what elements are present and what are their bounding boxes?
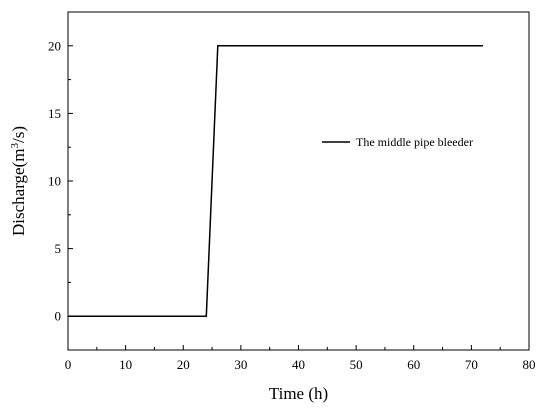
x-tick-label: 0 [65,357,72,372]
series-layer [68,45,483,317]
x-tick-label: 80 [523,357,536,372]
series-line [68,45,483,317]
x-tick-label: 40 [292,357,305,372]
x-tick-label: 70 [465,357,478,372]
y-tick-label: 15 [48,106,61,121]
y-tick-label: 20 [48,38,61,53]
x-axis-title: Time (h) [269,384,328,403]
x-axis-ticks: 0 10 20 30 40 50 60 70 80 [65,345,536,372]
plot-frame [67,11,530,351]
y-axis-title-tail: /s) [9,126,28,143]
x-tick-label: 20 [177,357,190,372]
y-tick-label: 10 [48,174,61,189]
x-tick-label: 30 [234,357,247,372]
y-axis-title: Discharge(m3/s) [9,126,28,236]
x-tick-label: 50 [350,357,363,372]
x-tick-label: 60 [407,357,420,372]
y-tick-label: 5 [55,241,62,256]
y-axis-title-superscript: 3 [9,143,21,149]
y-tick-label: 0 [55,309,62,324]
legend: The middle pipe bleeder [322,135,473,149]
legend-label: The middle pipe bleeder [356,135,473,149]
y-axis-title-main: Discharge(m [9,149,28,237]
x-tick-label: 10 [119,357,132,372]
y-axis-ticks: 0 5 10 15 20 [48,11,73,351]
